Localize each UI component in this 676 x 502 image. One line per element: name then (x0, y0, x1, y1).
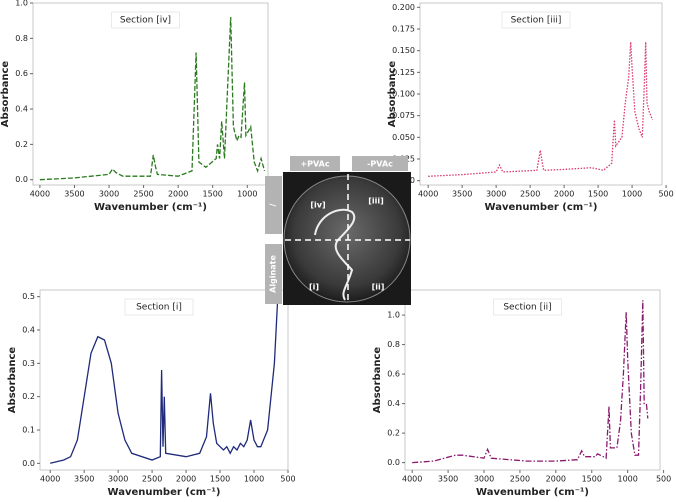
plot-area (32, 2, 269, 186)
x-tick-label: 3000 (474, 475, 494, 484)
x-tick-label: 2000 (176, 475, 196, 484)
y-axis-label: Absorbance (372, 347, 383, 414)
y-tick-label: 0.2 (22, 392, 35, 401)
x-tick-label: 3000 (99, 190, 119, 199)
y-tick-label: 0.0 (387, 458, 400, 467)
y-tick-label: 0.150 (392, 46, 415, 55)
y-tick-label: 0.2 (387, 429, 400, 438)
x-tick-label: 2500 (142, 475, 162, 484)
label-box (265, 244, 282, 304)
label-box (265, 176, 282, 234)
x-tick-label: 4000 (418, 190, 438, 199)
y-tick-label: 0.100 (392, 90, 415, 99)
y-tick-label: 0.6 (15, 69, 28, 78)
spectrum-line (50, 296, 279, 464)
annotation: Section [ii] (503, 303, 551, 313)
x-tick-label: 1000 (237, 190, 257, 199)
photo: +PVAc -PVAc / Alginate [iv] [iii] [i] [i… (265, 156, 411, 305)
x-tick-label: 4000 (402, 475, 422, 484)
spectrum-line (412, 300, 649, 464)
x-tick-label: 1500 (582, 475, 602, 484)
label-box (290, 156, 340, 171)
x-tick-label: 3500 (74, 475, 94, 484)
annotation-box (501, 11, 571, 29)
photo-label: -PVAc (367, 160, 393, 169)
x-tick-label: 3500 (452, 190, 472, 199)
y-axis-label: Absorbance (0, 61, 11, 128)
x-tick-label: 3000 (486, 190, 506, 199)
x-tick-label: 1000 (622, 190, 642, 199)
x-tick-label: 1000 (244, 475, 264, 484)
x-tick-label: 3500 (64, 190, 84, 199)
annotation: Section [i] (136, 303, 182, 313)
x-tick-label: 500 (280, 475, 295, 484)
y-tick-label: 0.4 (15, 105, 28, 114)
x-axis-label: Wavenumber (cm⁻¹) (485, 202, 598, 213)
y-tick-label: 1.0 (387, 311, 400, 320)
x-tick-label: 1500 (203, 190, 223, 199)
x-tick-label: 1000 (617, 475, 637, 484)
quadrant-label: [ii] (372, 283, 385, 292)
y-tick-label: 0.0 (15, 175, 28, 184)
x-axis-label: Wavenumber (cm⁻¹) (108, 487, 221, 498)
y-tick-label: 0.075 (392, 111, 415, 120)
x-tick-label: 4000 (40, 475, 60, 484)
y-tick-label: 0.1 (22, 426, 35, 435)
annotation-box (493, 298, 562, 316)
x-tick-label: 2000 (168, 190, 188, 199)
y-tick-label: 0.2 (15, 140, 28, 149)
x-tick-label: 2500 (133, 190, 153, 199)
y-tick-label: 0.5 (22, 292, 35, 301)
y-tick-label: 0.3 (22, 359, 35, 368)
quadrant-label: [iii] (368, 197, 384, 206)
x-tick-label: 3500 (438, 475, 458, 484)
spectrum-line (428, 41, 654, 177)
annotation-box (124, 298, 194, 316)
x-tick-label: 500 (656, 475, 671, 484)
y-tick-label: 0.4 (22, 326, 35, 335)
x-tick-label: 1500 (210, 475, 230, 484)
y-tick-label: 0.0 (22, 459, 35, 468)
y-tick-label: 0.050 (392, 133, 415, 142)
x-tick-label: 1500 (588, 190, 608, 199)
quadrant-label: [iv] (310, 201, 325, 210)
photo-label: Alginate (269, 255, 278, 293)
y-axis-label: Absorbance (7, 347, 18, 414)
x-tick-label: 2000 (546, 475, 566, 484)
annotation: Section [iv] (120, 16, 171, 26)
label-box (352, 156, 408, 171)
spectrum-line (39, 17, 266, 181)
x-tick-label: 3000 (108, 475, 128, 484)
x-tick-label: 4000 (30, 190, 50, 199)
y-tick-label: 1.0 (15, 0, 28, 8)
x-tick-label: 2500 (510, 475, 530, 484)
plot-area (39, 289, 289, 471)
y-tick-label: 0.8 (15, 34, 28, 43)
quadrant-label: [i] (309, 283, 319, 292)
plot-area (404, 289, 661, 471)
y-tick-label: 0.200 (392, 3, 415, 12)
annotation-box (111, 11, 180, 29)
x-axis-label: Wavenumber (cm⁻¹) (94, 202, 207, 213)
photo-label: / (269, 203, 278, 206)
sample-disc (283, 175, 411, 303)
y-axis-label: Absorbance (387, 61, 398, 128)
y-tick-label: 0.6 (387, 370, 400, 379)
photo-label: +PVAc (300, 160, 329, 169)
y-tick-label: 0.125 (392, 68, 415, 77)
x-tick-label: 2000 (554, 190, 574, 199)
x-axis-label: Wavenumber (cm⁻¹) (476, 487, 589, 498)
y-tick-label: 0.8 (387, 340, 400, 349)
x-tick-label: 2500 (520, 190, 540, 199)
y-tick-label: 0.175 (392, 25, 415, 34)
y-tick-label: 0.4 (387, 399, 400, 408)
x-tick-label: 500 (658, 190, 673, 199)
annotation: Section [iii] (511, 16, 562, 26)
